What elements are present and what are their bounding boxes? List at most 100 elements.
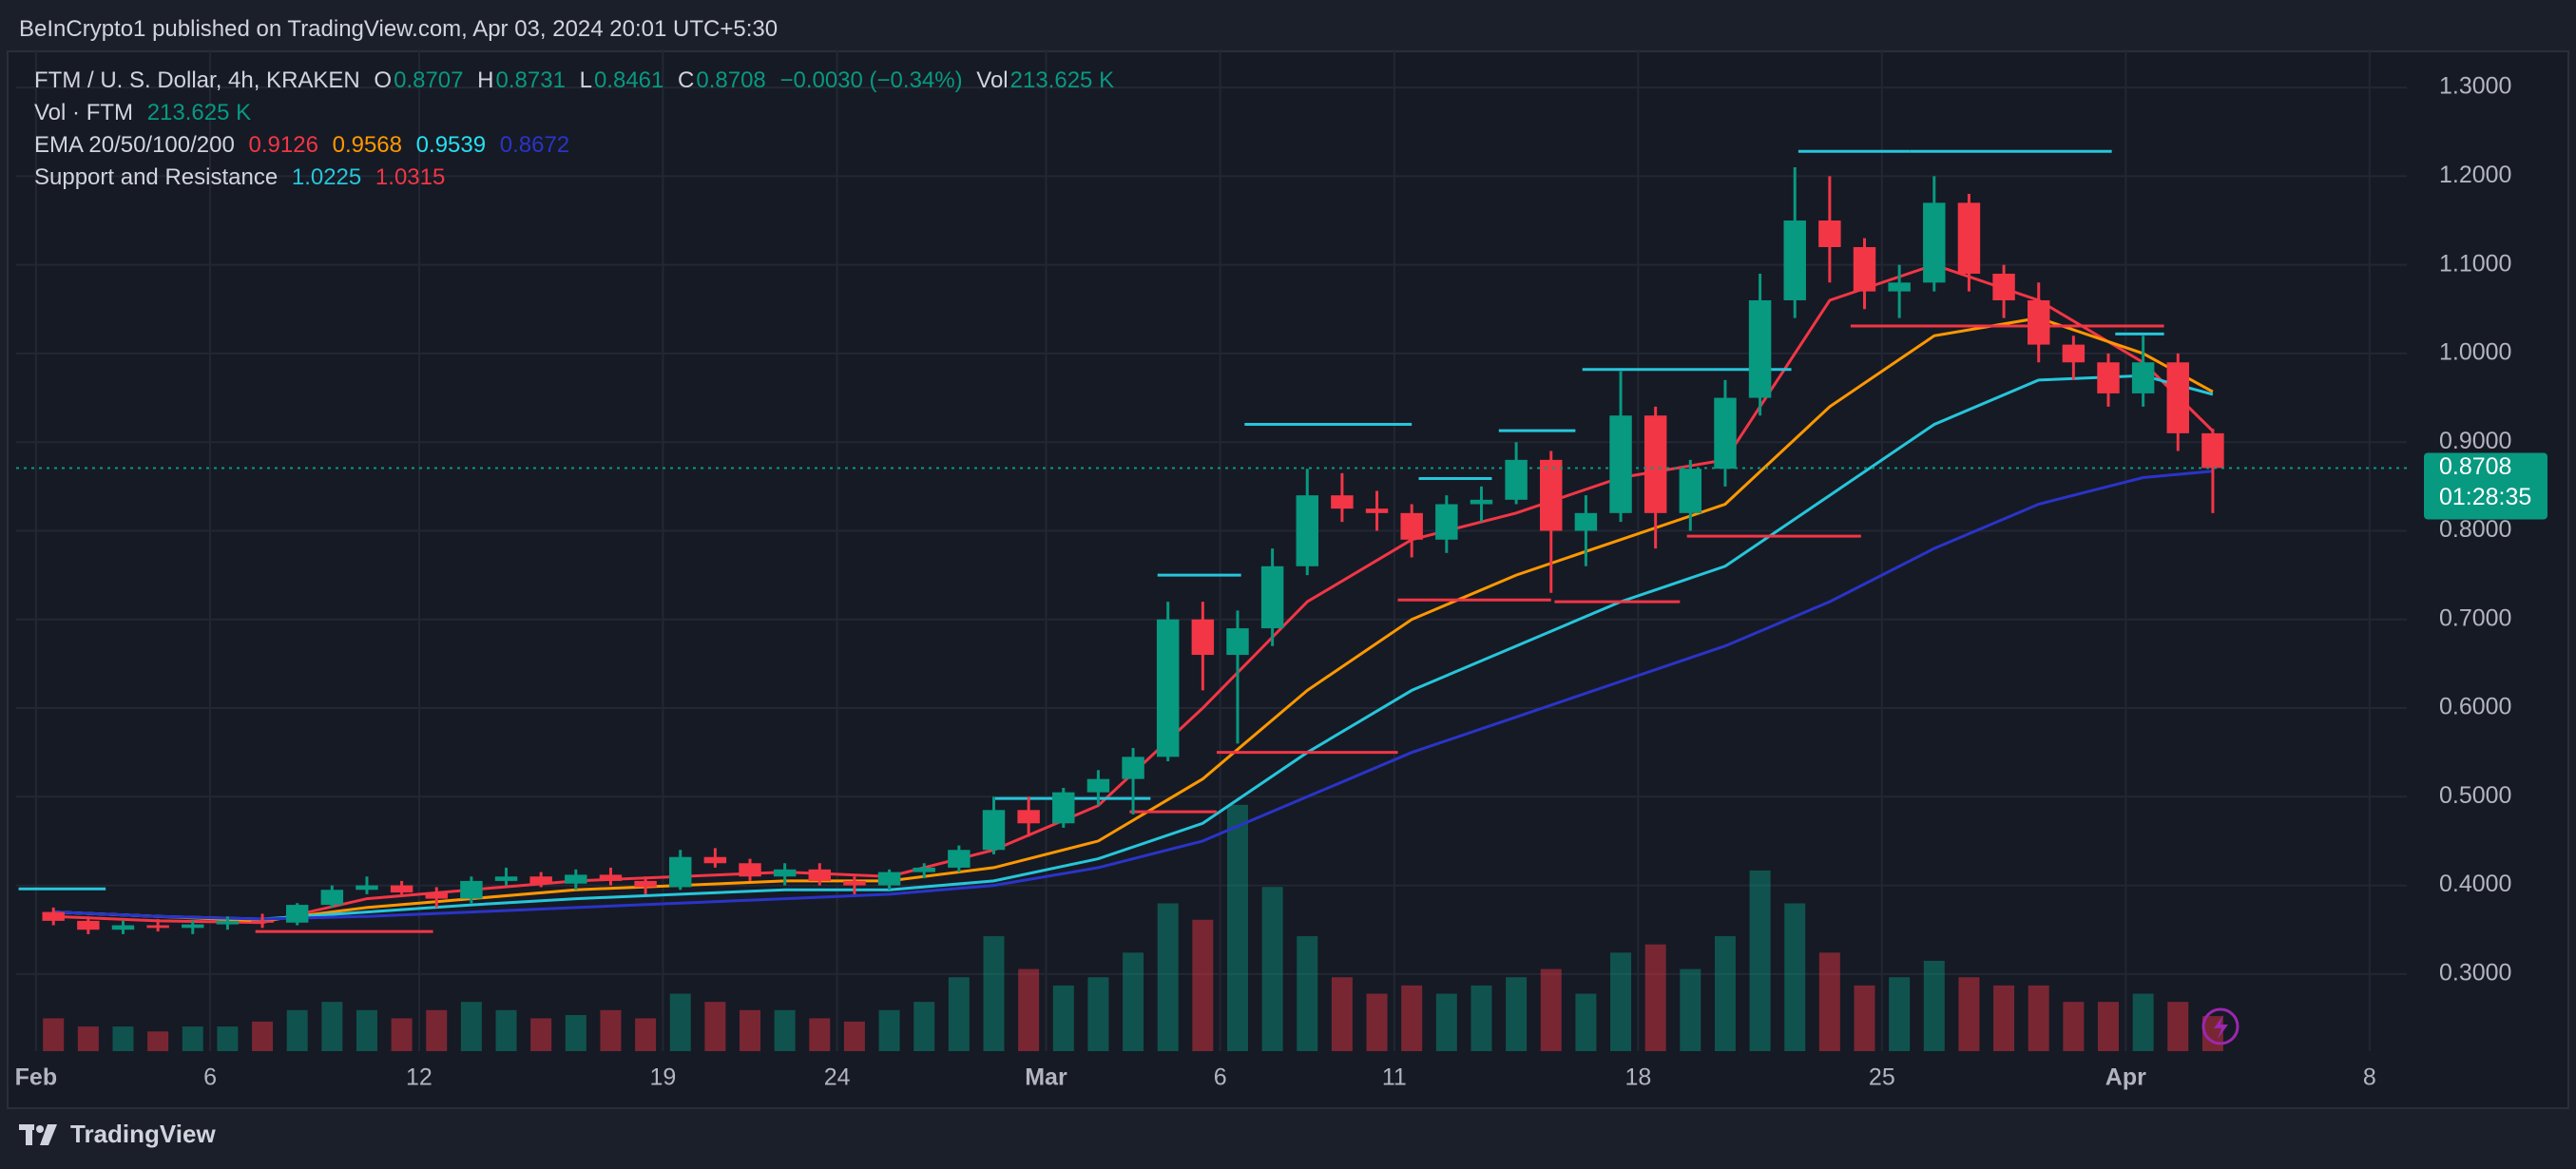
volume-bar [983,936,1005,1051]
x-tick-label: 11 [1382,1064,1407,1091]
y-tick-label: 0.9000 [2439,428,2511,454]
volume-bar [600,1009,622,1051]
candle-body [1505,459,1528,500]
replay-icon[interactable] [2201,1007,2240,1045]
candle [739,858,761,881]
ohlc-label: L [579,67,592,93]
candle-body [1888,282,1911,292]
volume-bar [252,1021,274,1051]
volume-bar [669,993,691,1051]
ema-line [53,470,2214,921]
candle [182,920,204,934]
volume-bar [321,1002,343,1051]
volume-bar [2167,1002,2189,1051]
x-tick-label: 6 [203,1064,217,1091]
candle-body [1086,778,1110,793]
candle [1679,459,1702,531]
candle-body [111,925,135,930]
ema-line [53,316,2214,923]
icon-ring [2201,1007,2240,1045]
x-tick-label: 25 [1869,1064,1895,1091]
candle [1644,406,1667,549]
candle-body [808,869,832,881]
candle-body [1783,220,1806,300]
volume-bar [495,1009,517,1051]
vol-value: 213.625 K [1009,67,1115,93]
y-tick-label: 0.8000 [2439,516,2511,543]
study-name: EMA 20/50/100/200 [34,132,235,158]
candle [42,907,65,926]
candle-body [2097,362,2120,393]
volume-bar [286,1009,308,1051]
countdown-label: 01:28:35 [2439,484,2531,510]
volume-bar [565,1014,586,1051]
ohlc-label: C [678,67,695,93]
candle-body [669,856,692,888]
candle [2062,335,2086,380]
candle-body [2166,362,2189,433]
volume-bar [1575,993,1597,1051]
candle-body [1470,499,1493,505]
candle-body [1365,508,1389,513]
candle [1296,469,1318,576]
volume-bar [1401,985,1423,1051]
candle [877,869,901,891]
x-tick-label: 18 [1624,1064,1651,1091]
icon-bolt [2214,1015,2228,1039]
candle-body [599,874,623,881]
candle-body [1853,247,1876,292]
volume-bar [704,1002,726,1051]
candle-body [2201,432,2224,469]
study-name: Vol · FTM [34,100,134,125]
candle-body [2027,299,2050,345]
x-tick-label: 8 [2363,1064,2376,1091]
candle-body [1679,469,1702,513]
candle-body [216,920,240,925]
candle-body [1400,512,1423,540]
candle [1574,495,1598,566]
candle-body [77,920,100,930]
candle [460,876,483,904]
candle-body [877,872,901,886]
candle [285,903,309,926]
candle-body [948,850,971,868]
candle [1086,770,1110,806]
volume-bar [913,1002,935,1051]
candle [2097,353,2120,407]
candle-body [494,876,518,881]
candle-body [42,911,65,921]
ohlc-label: H [477,67,494,93]
candle [1818,176,1841,283]
ohlc-value: 0.8707 [394,67,464,93]
volume-bar [217,1026,239,1051]
candle-body [634,880,657,888]
y-tick-label: 1.2000 [2439,162,2511,188]
y-tick-label: 0.4000 [2439,871,2511,897]
volume-bar [112,1026,134,1051]
volume-bar [1993,985,2015,1051]
candle [773,863,797,886]
candle [669,850,692,891]
candle-body [460,880,483,899]
volume-bar [1854,985,1875,1051]
y-tick-label: 1.3000 [2439,73,2511,100]
candle [1853,238,1876,310]
brand-logo [19,1123,57,1145]
candle [494,867,518,886]
candle [2201,429,2224,513]
volume-bar [2063,1002,2085,1051]
volume-bar [809,1018,831,1051]
candle-body [739,863,761,877]
volume-bar [530,1018,552,1051]
study-value: 0.9539 [415,132,487,158]
volume-bar [1923,960,1945,1051]
candle [1226,610,1249,744]
volume-bar [2132,993,2154,1051]
candle [1156,602,1180,761]
volume-bar [635,1018,657,1051]
candle-body [529,876,552,884]
volume-bar [1506,977,1528,1051]
volume-bar [1297,936,1318,1051]
candle [356,876,378,894]
